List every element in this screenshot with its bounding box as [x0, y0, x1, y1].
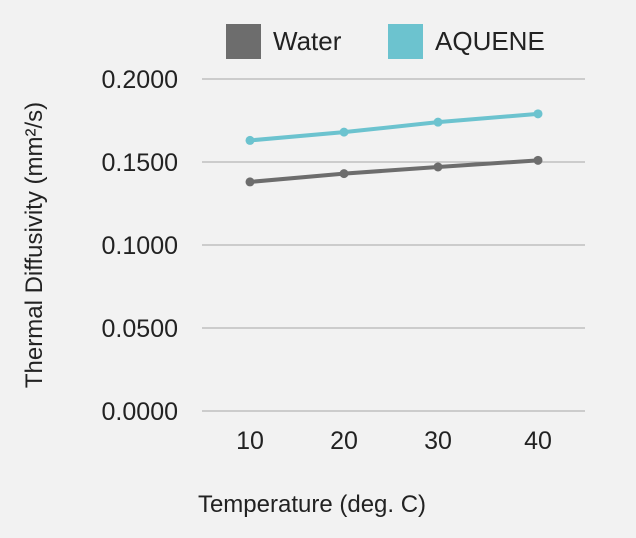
data-point-water [339, 169, 349, 179]
legend-label: AQUENE [435, 26, 545, 56]
x-tick-label: 30 [424, 427, 452, 455]
data-point-water [533, 155, 543, 165]
legend-swatch [226, 24, 261, 59]
legend-swatch [388, 24, 423, 59]
legend-label: Water [273, 26, 342, 56]
y-tick-label: 0.1500 [102, 149, 178, 177]
data-point-aquene [339, 127, 349, 137]
data-point-water [245, 177, 255, 187]
data-point-aquene [433, 117, 443, 127]
data-point-aquene [245, 135, 255, 145]
x-tick-label: 10 [236, 427, 264, 455]
y-axis-label: Thermal Diffusivity (mm²/s) [21, 102, 48, 388]
data-point-aquene [533, 109, 543, 119]
series-line-water [249, 158, 539, 184]
y-tick-label: 0.0500 [102, 315, 178, 343]
y-tick-label: 0.2000 [102, 66, 178, 94]
x-tick-label: 20 [330, 427, 358, 455]
data-point-water [433, 162, 443, 172]
y-tick-label: 0.1000 [102, 232, 178, 260]
x-tick-label: 40 [524, 427, 552, 455]
y-tick-label: 0.0000 [102, 398, 178, 426]
series-line-aquene [249, 111, 539, 143]
x-axis-label: Temperature (deg. C) [198, 491, 426, 518]
